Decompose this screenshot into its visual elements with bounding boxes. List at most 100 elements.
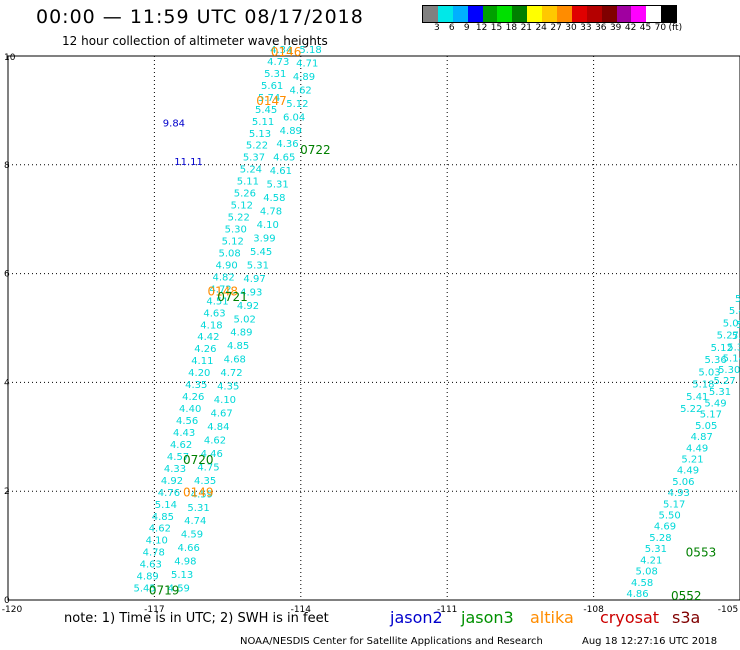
wave-height-value: 5.14 — [723, 354, 740, 365]
wave-height-value: 4.51 — [206, 296, 228, 307]
wave-height-value: 4.10 — [214, 395, 236, 406]
wave-height-value: 4.93 — [240, 287, 262, 298]
wave-height-value: 4.65 — [273, 153, 295, 164]
colorbar-label: 27 — [550, 23, 562, 33]
time-0147: 0147 — [256, 94, 287, 108]
wave-height-value: 4.59 — [191, 489, 213, 500]
wave-height-value: 5.36 — [727, 342, 740, 353]
wave-height-value: 5.27 — [713, 376, 735, 387]
wave-height-value: 5.08 — [636, 567, 658, 578]
wave-height-value: 4.74 — [184, 516, 206, 527]
wave-height-value: 5.05 — [695, 421, 717, 432]
legend-altika: altika — [530, 608, 574, 627]
wave-height-value: 4.36 — [276, 139, 298, 150]
wave-height-value: 4.26 — [194, 344, 216, 355]
wave-height-value: 4.49 — [677, 466, 699, 477]
wave-height-value: 5.49 — [704, 398, 726, 409]
wave-height-value: 5.45 — [134, 584, 156, 595]
colorbar-label: (ft) — [668, 23, 683, 33]
wave-height-value: 4.49 — [686, 443, 708, 454]
jason2-value-a: 9.84 — [163, 119, 185, 130]
time-0146: 0146 — [271, 45, 302, 59]
wave-height-value: 4.85 — [227, 341, 249, 352]
satellite-tracks: 5.454.894.634.784.104.624.855.144.764.92… — [134, 45, 740, 600]
axis-ticks: -120 -117 -114 -111 -108 -105 0 2 4 6 8 10 — [2, 53, 738, 615]
wave-height-value: 5.31 — [264, 69, 286, 80]
wave-height-value: 4.89 — [137, 572, 159, 583]
colorbar-label: 15 — [490, 23, 503, 33]
wave-height-value: 4.20 — [188, 368, 210, 379]
wave-height-value: 4.43 — [173, 428, 195, 439]
colorbar-label: 21 — [520, 23, 533, 33]
colorbar-swatch — [497, 6, 513, 22]
time-0148: 0148 — [207, 284, 238, 298]
wave-height-value: 4.90 — [215, 260, 237, 271]
generated-timestamp: Aug 18 12:27:16 UTC 2018 — [582, 636, 718, 647]
wave-height-value: 5.45 — [250, 247, 272, 258]
colorbar-swatch — [616, 6, 632, 22]
lon-tick-label: -108 — [583, 605, 604, 615]
wave-height-value: 4.35 — [217, 382, 239, 393]
time-0721: 0721 — [217, 290, 248, 304]
colorbar-swatch — [452, 6, 468, 22]
legend-jason3: jason3 — [461, 608, 514, 627]
wave-height-value: 4.62 — [290, 85, 312, 96]
wave-height-value: 4.63 — [203, 308, 225, 319]
jason3-track-west: 5.454.894.634.784.104.624.855.144.764.92… — [134, 45, 293, 595]
wave-height-value: 5.24 — [240, 165, 262, 176]
colorbar-swatch — [586, 6, 602, 22]
wave-height-value: 4.67 — [210, 409, 232, 420]
wave-height-value: 4.92 — [237, 301, 259, 312]
colorbar-swatch — [527, 6, 543, 22]
wave-height-value: 5.22 — [680, 404, 702, 415]
time-0552: 0552 — [671, 589, 702, 603]
wave-height-value: 4.78 — [260, 207, 282, 218]
wave-height-value: 5.48 — [732, 331, 740, 342]
wave-height-value: 5.41 — [686, 392, 708, 403]
wave-height-value: 5.27 — [717, 331, 739, 342]
colorbar-label: 3 — [434, 23, 440, 33]
wave-height-value: 4.26 — [182, 392, 204, 403]
jason3-track-west-b: 4.59 5.13 4.98 4.66 4.59 4.74 5.31 4.59 4.35 4.75… — [168, 45, 322, 595]
wave-height-value: 4.58 — [631, 578, 653, 589]
colorbar-label: 70 — [654, 23, 667, 33]
wave-height-value: 4.10 — [146, 536, 168, 547]
colorbar-label: 24 — [535, 23, 547, 33]
page-subtitle: 12 hour collection of altimeter wave hei… — [62, 34, 328, 48]
wave-height-value: 4.62 — [170, 440, 192, 451]
wave-height-value: 4.11 — [191, 356, 213, 367]
wave-height-value: 5.17 — [700, 410, 722, 421]
wave-height-value: 4.89 — [280, 126, 302, 137]
wave-height-value: 4.72 — [220, 368, 242, 379]
wave-height-value: 4.61 — [270, 166, 292, 177]
colorbar-label: 39 — [609, 23, 622, 33]
colorbar-swatch — [601, 6, 617, 22]
time-0720: 0720 — [183, 453, 214, 467]
wave-height-value: 4.93 — [668, 488, 690, 499]
jason3-track-east: 4.864.585.084.215.315.284.695.505.174.93… — [626, 320, 740, 600]
wave-height-value: 5.26 — [234, 189, 256, 200]
wave-height-value: 5.12 — [222, 236, 244, 247]
wave-height-value: 5.18 — [692, 380, 714, 391]
lon-tick-label: -117 — [144, 605, 164, 615]
wave-height-value: 4.98 — [174, 557, 196, 568]
lat-tick-label: 8 — [4, 161, 10, 171]
wave-height-value: 4.35 — [194, 476, 216, 487]
wave-height-value: 4.63 — [140, 560, 162, 571]
wave-height-value: 5.22 — [228, 213, 250, 224]
wave-height-value: 5.22 — [246, 141, 268, 152]
lat-tick-label: 4 — [4, 378, 10, 388]
wave-height-value: 5.31 — [645, 544, 667, 555]
wave-height-value: 5.12 — [711, 343, 733, 354]
wave-height-value: 4.62 — [204, 435, 226, 446]
colorbar-swatch — [542, 6, 558, 22]
wave-height-value: 5.02 — [234, 314, 256, 325]
legend-s3a: s3a — [672, 608, 701, 627]
colorbar-swatch — [437, 6, 453, 22]
wave-height-value: 4.87 — [691, 432, 713, 443]
wave-height-value: 5.17 — [663, 499, 685, 510]
wave-height-value: 4.82 — [212, 272, 234, 283]
colorbar-label: 42 — [624, 23, 637, 33]
